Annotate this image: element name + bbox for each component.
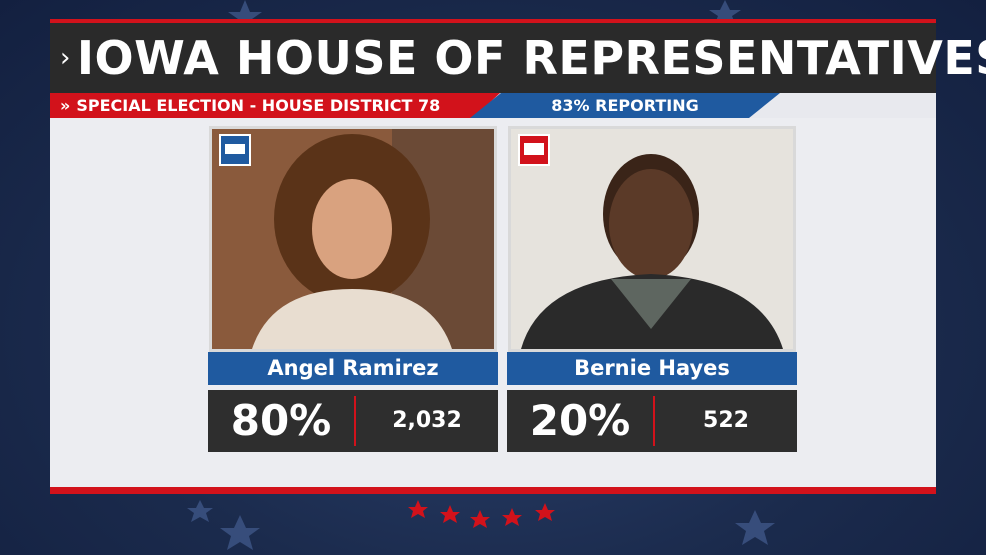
- candidate-name-bar: Bernie Hayes: [507, 352, 797, 385]
- title-bar: › IOWA HOUSE OF REPRESENTATIVES: [50, 23, 986, 93]
- photo-placeholder: [511, 129, 793, 349]
- result-box: 20% 522: [507, 390, 797, 452]
- reporting-bar: 83% REPORTING: [470, 93, 780, 118]
- result-box: 80% 2,032: [208, 390, 498, 452]
- candidate-name: Bernie Hayes: [574, 356, 730, 380]
- title: IOWA HOUSE OF REPRESENTATIVES: [76, 31, 986, 85]
- top-stripe: [50, 19, 936, 23]
- divider: [354, 396, 356, 446]
- candidate-name-bar: Angel Ramirez: [208, 352, 498, 385]
- divider: [653, 396, 655, 446]
- vote-percent: 20%: [529, 396, 631, 445]
- candidate-name: Angel Ramirez: [267, 356, 439, 380]
- subtitle: SPECIAL ELECTION - HOUSE DISTRICT 78: [76, 96, 441, 115]
- reporting: 83% REPORTING: [551, 96, 699, 115]
- vote-count: 522: [703, 408, 749, 433]
- photo-placeholder: [212, 129, 494, 349]
- vote-count: 2,032: [392, 408, 462, 433]
- bottom-stripe: [50, 487, 936, 494]
- candidate-photo: [209, 126, 497, 352]
- vote-percent: 80%: [230, 396, 332, 445]
- candidate-photo: [508, 126, 796, 352]
- subtitle-bar: » SPECIAL ELECTION - HOUSE DISTRICT 78: [50, 93, 500, 118]
